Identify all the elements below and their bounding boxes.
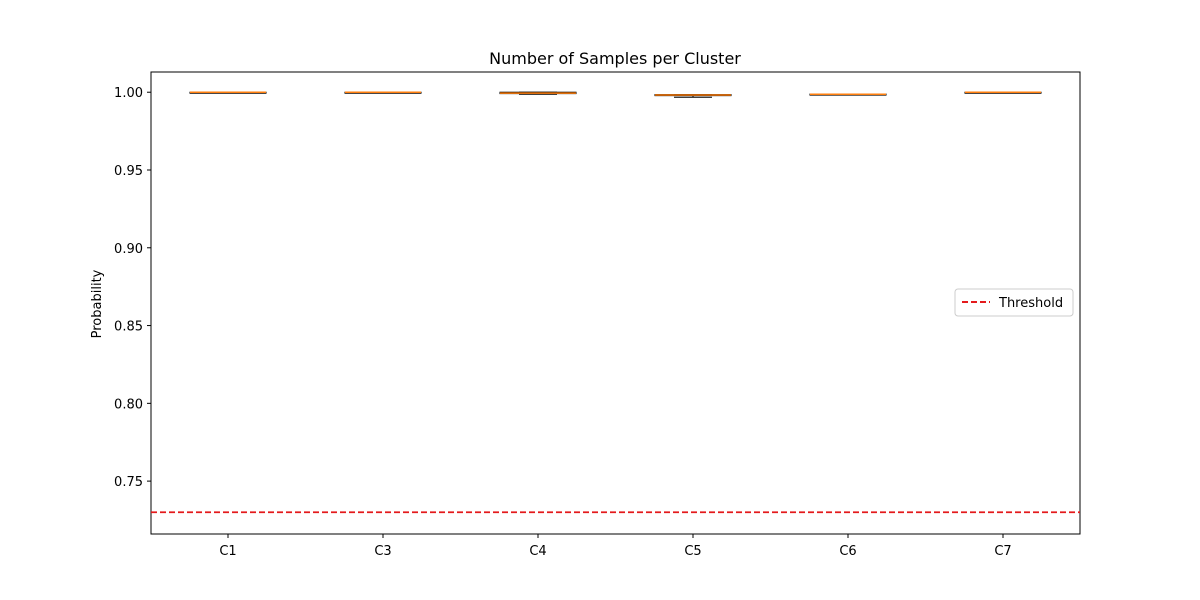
legend: Threshold (954, 288, 1074, 317)
box-c1 (189, 91, 267, 94)
legend-threshold-label: Threshold (998, 296, 1063, 311)
box-c3 (344, 91, 422, 94)
y-tick-label: 0.85 (114, 320, 143, 335)
box-c7 (964, 91, 1042, 94)
plot-area (150, 71, 1081, 535)
x-tick-label: C6 (839, 544, 856, 559)
box-c5 (654, 94, 732, 98)
x-tick-label: C4 (529, 544, 546, 559)
y-axis: 0.75 0.80 0.85 0.90 0.95 1.00 (114, 86, 151, 490)
legend-frame (954, 288, 1074, 317)
x-tick-label: C5 (684, 544, 701, 559)
y-tick-label: 0.90 (114, 242, 143, 257)
box-c4 (499, 91, 577, 95)
y-tick-label: 0.80 (114, 397, 143, 412)
x-tick-label: C1 (219, 544, 236, 559)
y-tick-label: 0.75 (114, 475, 143, 490)
y-tick-label: 0.95 (114, 164, 143, 179)
x-tick-label: C3 (374, 544, 391, 559)
box-c6 (809, 93, 887, 96)
y-axis-label: Probability (90, 269, 105, 338)
x-axis: C1 C3 C4 C5 C6 C7 (219, 534, 1012, 559)
chart-title: Number of Samples per Cluster (489, 49, 741, 68)
box-series (189, 91, 1042, 98)
y-tick-label: 1.00 (114, 86, 143, 101)
x-tick-label: C7 (994, 544, 1011, 559)
